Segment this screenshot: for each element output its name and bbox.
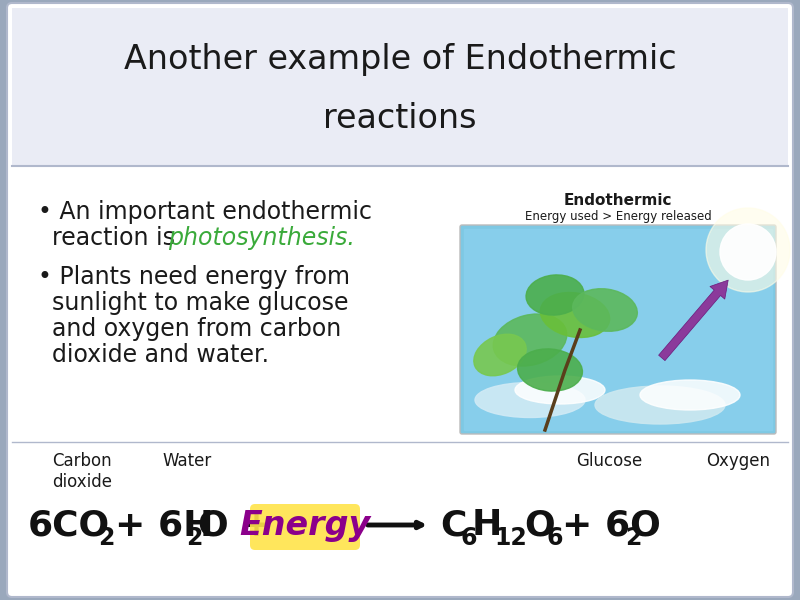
Ellipse shape [573,289,638,331]
Text: sunlight to make glucose: sunlight to make glucose [52,291,349,315]
FancyBboxPatch shape [250,504,360,550]
Ellipse shape [494,314,566,366]
Text: dioxide and water.: dioxide and water. [52,343,269,367]
Circle shape [720,224,776,280]
FancyBboxPatch shape [7,3,793,597]
Text: + 6H: + 6H [115,508,214,542]
Text: C: C [440,508,466,542]
Text: Energy used > Energy released: Energy used > Energy released [525,210,711,223]
Text: 2: 2 [186,526,202,550]
Text: 6CO: 6CO [28,508,110,542]
Text: H: H [472,508,502,542]
Ellipse shape [518,349,582,391]
Text: + 6O: + 6O [562,508,661,542]
Ellipse shape [595,386,725,424]
Text: • Plants need energy from: • Plants need energy from [38,265,350,289]
Text: 6: 6 [460,526,477,550]
Text: and oxygen from carbon: and oxygen from carbon [52,317,342,341]
Ellipse shape [475,383,585,418]
Text: reaction is: reaction is [52,226,182,250]
Bar [12,8,788,166]
Text: Glucose: Glucose [576,452,642,470]
Text: Another example of Endothermic: Another example of Endothermic [124,43,676,76]
Ellipse shape [515,376,605,404]
Text: reactions: reactions [323,101,477,134]
Ellipse shape [640,380,740,410]
FancyBboxPatch shape [460,225,776,434]
Text: Oxygen: Oxygen [706,452,770,470]
Ellipse shape [526,275,584,315]
FancyArrowPatch shape [658,280,728,361]
Text: 2: 2 [625,526,642,550]
Text: O: O [524,508,554,542]
Text: Energy: Energy [239,509,370,542]
Text: Water: Water [162,452,211,470]
Text: • An important endothermic: • An important endothermic [38,200,372,224]
Text: photosynthesis.: photosynthesis. [168,226,355,250]
Text: Endothermic: Endothermic [564,193,672,208]
Ellipse shape [540,292,610,338]
Text: 12: 12 [494,526,526,550]
Text: O +: O + [198,508,272,542]
Text: 2: 2 [98,526,114,550]
Text: 6: 6 [547,526,563,550]
Text: Carbon
dioxide: Carbon dioxide [52,452,112,491]
Bar [464,229,772,430]
Ellipse shape [474,334,526,376]
Circle shape [706,208,790,292]
